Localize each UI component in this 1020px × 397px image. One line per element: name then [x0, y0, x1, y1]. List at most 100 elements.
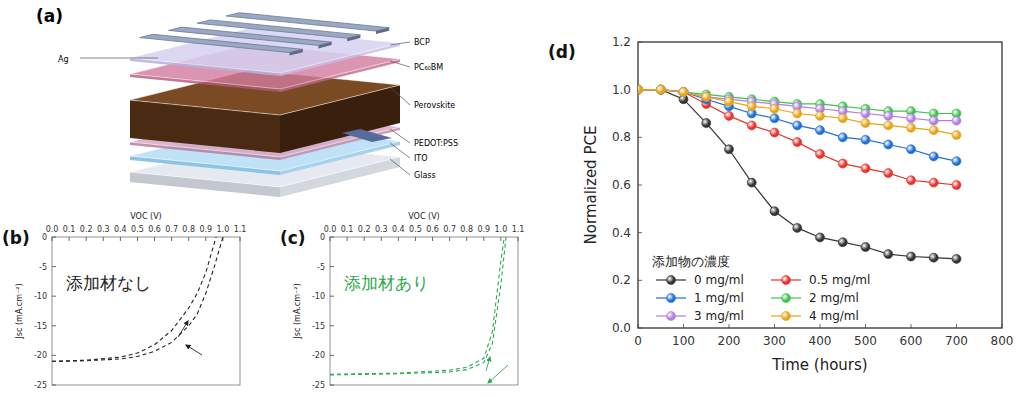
data-point [907, 114, 916, 123]
legend-swatch [667, 312, 676, 321]
x-tick [774, 324, 775, 328]
legend-swatch [667, 294, 676, 303]
layer-label: Glass [414, 171, 436, 180]
leader-line [80, 58, 158, 59]
contact-strip [342, 129, 392, 142]
data-layer [330, 237, 506, 375]
y-axis-title: Jsc (mA.cm⁻²) [15, 284, 24, 340]
chart: 01002003004005006007008000.00.20.40.60.8… [548, 35, 1013, 374]
x-tick [500, 237, 501, 241]
data-point [679, 88, 688, 97]
x-tick-label: 0.9 [477, 225, 490, 234]
x-tick [52, 237, 53, 241]
data-point [656, 85, 665, 94]
x-tick-label: 0.1 [341, 225, 354, 234]
series-line [638, 90, 957, 185]
layer-label: Ag [58, 55, 69, 64]
scan-arrow [486, 357, 490, 371]
data-point [884, 121, 893, 130]
data-point [929, 152, 938, 161]
legend-label: 4 mg/ml [809, 309, 859, 323]
data-point [861, 164, 870, 173]
data-point [816, 126, 825, 135]
x-tick-label: 0.0 [324, 225, 337, 234]
plot-frame [52, 237, 240, 385]
series-line [638, 90, 957, 162]
data-point [702, 119, 711, 128]
x-tick [171, 237, 172, 241]
data-point [952, 116, 961, 125]
data-layer [638, 85, 961, 263]
data-point [656, 85, 665, 94]
x-tick [466, 237, 467, 241]
y-tick-label: 1.2 [612, 35, 631, 49]
x-tick [86, 237, 87, 241]
x-tick [330, 237, 331, 241]
x-tick-label: 0.5 [409, 225, 422, 234]
data-point [638, 85, 643, 94]
data-point [861, 135, 870, 144]
y-tick [52, 296, 56, 297]
x-tick [865, 324, 866, 328]
x-tick-label: 0.9 [199, 225, 212, 234]
x-tick-label: 0.6 [426, 225, 439, 234]
x-tick [729, 324, 730, 328]
data-point [702, 92, 711, 101]
layer-label: PC₆₀BM [414, 63, 443, 72]
legend-label: 3 mg/ml [694, 309, 744, 323]
x-axis-title: Time (hours) [771, 356, 867, 374]
series-line [330, 237, 504, 374]
x-tick [1002, 324, 1003, 328]
x-tick [364, 237, 365, 241]
annotation: 添加材あり [344, 273, 429, 293]
layer-label: Perovskite [414, 101, 455, 110]
scan-arrow [186, 345, 202, 355]
x-tick-label: 1.1 [234, 225, 247, 234]
data-point [838, 159, 847, 168]
x-tick-label: 400 [809, 334, 832, 348]
data-point [793, 223, 802, 232]
scan-arrow [178, 321, 188, 337]
x-tick [240, 237, 241, 241]
x-tick-label: 0.3 [97, 225, 110, 234]
x-tick [449, 237, 450, 241]
data-point [638, 85, 643, 94]
panel-label: (b) [2, 228, 30, 248]
data-point [816, 233, 825, 242]
x-tick-label: 200 [718, 334, 741, 348]
x-tick-label: 0.1 [63, 225, 76, 234]
data-point [907, 145, 916, 154]
x-tick [956, 324, 957, 328]
x-tick-label: 0 [634, 334, 642, 348]
x-tick-label: 0.2 [358, 225, 371, 234]
data-point [929, 178, 938, 187]
series-line [52, 237, 216, 361]
figure: (a)AgBCPPC₆₀BMPerovskitePEDOT:PSSITOGlas… [0, 0, 1020, 397]
data-point [793, 121, 802, 130]
data-point [838, 133, 847, 142]
x-tick-label: 100 [672, 334, 695, 348]
legend-title: 添加物の濃度 [652, 254, 730, 269]
data-point [725, 111, 734, 120]
x-tick-label: 1.1 [512, 225, 525, 234]
data-point [679, 88, 688, 97]
plot-frame [638, 42, 1002, 328]
scan-arrow [488, 365, 508, 383]
layer-label: ITO [414, 154, 428, 163]
data-point [929, 116, 938, 125]
data-point [656, 85, 665, 94]
device-stack [130, 13, 400, 197]
x-tick-label: 0.7 [165, 225, 178, 234]
y-tick-label: -5 [317, 263, 325, 272]
data-point [656, 85, 665, 94]
y-tick [52, 325, 56, 326]
chart: 0.00.10.20.30.40.50.60.70.80.91.01.10-5-… [280, 212, 524, 390]
legend-label: 2 mg/ml [809, 291, 859, 305]
leader-line [390, 61, 410, 67]
ag-electrode [318, 42, 331, 48]
data-point [793, 138, 802, 147]
x-tick [432, 237, 433, 241]
x-tick-label: 0.6 [148, 225, 161, 234]
x-tick-label: 0.3 [375, 225, 388, 234]
x-tick-label: 1.0 [495, 225, 508, 234]
